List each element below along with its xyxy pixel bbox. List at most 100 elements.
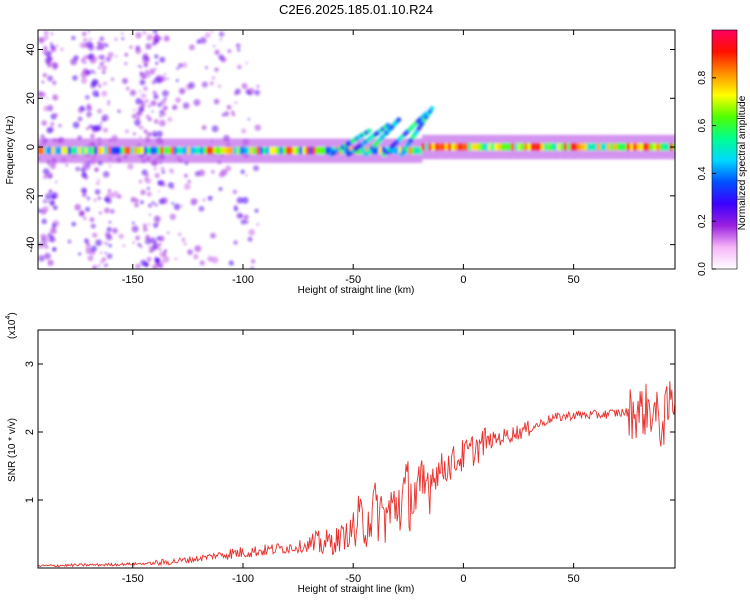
heatmap-speck	[52, 80, 57, 85]
colorbar-tick-label: 0.0	[697, 262, 708, 276]
heatmap-cell	[123, 147, 128, 155]
heatmap-speck	[140, 93, 147, 99]
heatmap-speck	[164, 249, 168, 253]
heatmap-speck	[38, 90, 43, 98]
heatmap-cell	[375, 147, 379, 155]
heatmap-speck	[194, 245, 202, 253]
heatmap-speck	[45, 193, 52, 200]
heatmap-speck	[161, 89, 169, 97]
colorbar-tick-label: 0.8	[697, 70, 708, 84]
heatmap-cell	[342, 147, 346, 155]
heatmap-cell	[226, 147, 230, 155]
heatmap-cell	[64, 147, 68, 155]
heatmap-speck	[145, 43, 152, 50]
heatmap-cell	[256, 147, 260, 155]
heatmap-cell	[47, 147, 52, 155]
heatmap-cell	[266, 147, 270, 155]
heatmap-speck	[218, 187, 223, 191]
heatmap-cell	[110, 147, 115, 155]
heatmap-speck	[156, 236, 162, 241]
heatmap-cell	[533, 143, 538, 151]
heatmap-cell	[553, 143, 558, 151]
heatmap-speck	[46, 127, 53, 134]
heatmap-cell	[428, 143, 432, 151]
heatmap-speck	[156, 130, 163, 138]
heatmap-speck	[245, 61, 248, 64]
heatmap-speck	[48, 190, 53, 194]
heatmap-cell	[643, 143, 647, 151]
heatmap-cell	[54, 147, 59, 155]
heatmap-cell	[239, 147, 244, 155]
heatmap-speck	[155, 34, 159, 38]
heatmap-speck	[138, 180, 143, 184]
heatmap-speck	[99, 62, 104, 67]
heatmap-speck	[171, 186, 174, 190]
snr-xtick-label: -150	[122, 573, 144, 585]
heatmap-speck	[199, 37, 207, 44]
heatmap-cell	[107, 147, 111, 155]
heatmap-speck	[178, 87, 186, 95]
heatmap-speck	[247, 118, 251, 121]
heatmap-speck	[102, 127, 109, 133]
heatmap-cell	[67, 147, 72, 155]
heatmap-speck	[93, 71, 96, 74]
heatmap-speck	[88, 124, 93, 129]
heatmap-speck	[174, 257, 178, 261]
heatmap-speck	[189, 44, 195, 51]
heatmap-speck	[44, 244, 49, 250]
heatmap-speck	[101, 65, 108, 71]
heatmap-cell	[507, 143, 511, 151]
heatmap-speck	[135, 235, 140, 241]
heatmap-speck	[79, 42, 86, 49]
heatmap-speck	[153, 94, 159, 100]
heatmap-speck	[124, 129, 129, 134]
heatmap-speck	[172, 106, 176, 110]
heatmap-speck	[85, 95, 90, 100]
heatmap-speck	[104, 198, 109, 202]
heatmap-speck	[256, 223, 259, 226]
heatmap-cell	[302, 147, 306, 155]
heatmap-speck	[147, 117, 152, 122]
heatmap-cell	[586, 143, 591, 151]
heatmap-speck	[187, 81, 195, 89]
heatmap-speck	[144, 238, 152, 245]
heatmap-cell	[570, 143, 574, 151]
heatmap-speck	[85, 127, 89, 131]
heatmap-speck	[240, 219, 246, 225]
heatmap-cell	[249, 147, 254, 155]
heatmap-speck	[163, 184, 166, 187]
heatmap-speck	[105, 43, 109, 48]
heatmap-speck	[55, 180, 58, 183]
spectrogram-xlabel: Height of straight line (km)	[298, 285, 415, 296]
heatmap-speck	[90, 245, 97, 252]
heatmap-speck	[88, 53, 95, 60]
heatmap-cell	[560, 143, 564, 151]
heatmap-speck	[124, 52, 129, 57]
heatmap-speck	[234, 88, 241, 95]
heatmap-speck	[153, 215, 161, 223]
heatmap-cell	[292, 147, 297, 155]
heatmap-speck	[38, 36, 45, 44]
heatmap-speck	[162, 255, 170, 263]
heatmap-cell	[563, 143, 568, 151]
heatmap-speck	[198, 205, 205, 212]
heatmap-speck	[131, 113, 137, 119]
heatmap-speck	[183, 242, 187, 246]
heatmap-speck	[211, 125, 219, 133]
snr-series-line	[38, 381, 675, 568]
heatmap-speck	[210, 169, 215, 174]
heatmap-speck	[139, 107, 145, 112]
heatmap-speck	[187, 179, 191, 184]
heatmap-cell	[431, 143, 435, 151]
heatmap-cell	[87, 147, 92, 155]
snr-axes: -150 -100 -50 0 50 1 2 3	[24, 330, 675, 585]
spectrogram-ytick-label: 0	[25, 144, 37, 150]
heatmap-cell	[490, 143, 495, 151]
heatmap-speck	[102, 81, 107, 86]
heatmap-cell	[550, 143, 554, 151]
heatmap-cell	[358, 147, 363, 155]
heatmap-cell	[527, 143, 531, 151]
heatmap-cell	[272, 147, 277, 155]
spectrogram-ytick-label: 20	[25, 92, 37, 104]
heatmap-speck	[159, 248, 162, 251]
